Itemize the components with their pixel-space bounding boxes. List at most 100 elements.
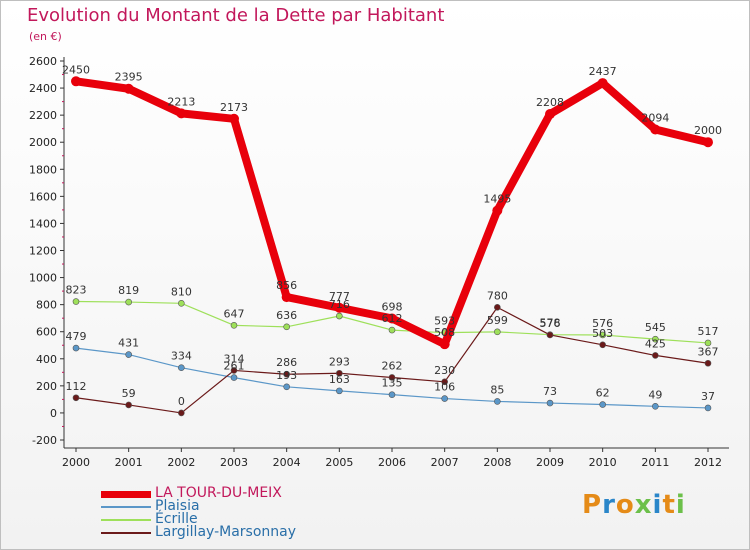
legend-label: Plaisia	[155, 498, 200, 514]
data-point	[230, 374, 238, 381]
data-label: 106	[434, 381, 455, 394]
data-label: 698	[382, 300, 403, 313]
data-point	[123, 83, 134, 94]
legend-label: LA TOUR-DU-MEIX	[155, 485, 282, 501]
legend-item: Plaisia	[101, 498, 361, 514]
data-label: 810	[171, 285, 192, 298]
x-tick-label: 2004	[273, 456, 301, 469]
data-point	[599, 401, 606, 408]
data-label: 2000	[694, 124, 722, 137]
data-point	[125, 401, 132, 409]
data-label: 334	[171, 350, 192, 363]
data-point	[283, 323, 290, 331]
data-label: 49	[648, 388, 662, 401]
data-point	[703, 137, 713, 148]
data-label: 576	[540, 317, 561, 330]
x-tick-label: 2007	[431, 456, 459, 469]
data-point	[650, 124, 661, 135]
data-label: 59	[122, 387, 136, 400]
data-point	[441, 395, 448, 402]
data-label: 823	[66, 284, 87, 297]
data-label: 2208	[536, 96, 564, 109]
data-label: 517	[698, 325, 719, 338]
data-point	[597, 78, 608, 89]
data-label: 286	[276, 356, 297, 369]
y-tick-label: 2600	[29, 55, 57, 68]
data-point	[494, 398, 501, 405]
data-label: 85	[490, 383, 504, 396]
data-label: 314	[224, 352, 245, 365]
legend-swatch	[101, 519, 151, 521]
data-label: 612	[382, 312, 403, 325]
data-label: 636	[276, 309, 297, 322]
legend-item: Largillay-Marsonnay	[101, 524, 361, 540]
y-tick-label: 0	[50, 407, 57, 420]
data-point	[704, 404, 712, 412]
data-point	[125, 351, 132, 358]
data-point	[176, 108, 187, 119]
data-label: 431	[118, 337, 139, 350]
chart-title: Evolution du Montant de la Dette par Hab…	[27, 5, 445, 26]
data-point	[599, 331, 606, 339]
data-point	[599, 341, 606, 349]
data-point	[494, 304, 501, 311]
data-label: 479	[66, 330, 87, 343]
legend-label: Largillay-Marsonnay	[155, 524, 296, 540]
y-tick-label: 2200	[29, 109, 57, 122]
data-point	[388, 391, 396, 398]
data-point	[72, 298, 80, 305]
data-label: 193	[276, 369, 297, 382]
data-label: 2437	[589, 65, 617, 78]
data-point	[178, 409, 185, 417]
data-label: 647	[224, 307, 245, 320]
data-label: 576	[592, 317, 613, 330]
data-point	[652, 335, 659, 343]
data-label: 261	[224, 360, 245, 373]
data-label: 2094	[641, 111, 669, 124]
data-point	[178, 364, 185, 372]
data-point	[283, 370, 290, 378]
data-point	[494, 328, 501, 336]
data-label: 425	[645, 337, 666, 350]
data-label: 599	[487, 314, 508, 327]
x-tick-label: 2012	[694, 456, 722, 469]
data-point	[334, 302, 345, 313]
data-point	[704, 359, 712, 367]
data-point	[441, 378, 448, 386]
x-tick-label: 2010	[589, 456, 617, 469]
data-label: 545	[645, 321, 666, 334]
data-point	[72, 344, 80, 352]
x-tick-label: 2005	[325, 456, 353, 469]
data-label: 503	[592, 327, 613, 340]
data-point	[178, 299, 185, 307]
legend-item: LA TOUR-DU-MEIX	[101, 485, 361, 501]
y-tick-label: 1600	[29, 190, 57, 203]
y-tick-label: 400	[36, 353, 57, 366]
y-tick-label: 2000	[29, 136, 57, 149]
data-label: 112	[66, 380, 87, 393]
data-point	[336, 369, 343, 377]
data-label: 2213	[167, 95, 195, 108]
data-label: 37	[701, 390, 715, 403]
data-label: 0	[178, 395, 185, 408]
y-tick-label: 600	[36, 326, 57, 339]
data-label: 777	[329, 290, 350, 303]
data-label: 73	[543, 385, 557, 398]
legend-item: Écrille	[101, 512, 361, 527]
y-tick-label: -200	[32, 434, 57, 447]
data-label: 62	[596, 387, 610, 400]
y-tick-label: 1400	[29, 217, 57, 230]
data-label: 163	[329, 373, 350, 386]
y-tick-label: 2400	[29, 82, 57, 95]
data-label: 230	[434, 364, 455, 377]
data-point	[336, 312, 343, 320]
y-tick-label: 200	[36, 380, 57, 393]
data-point	[546, 399, 554, 407]
data-label: 508	[434, 326, 455, 339]
data-label: 2173	[220, 101, 248, 114]
chart-subtitle: (en €)	[29, 30, 62, 43]
data-point	[229, 113, 239, 124]
legend-swatch	[101, 506, 151, 508]
data-label: 293	[329, 355, 350, 368]
